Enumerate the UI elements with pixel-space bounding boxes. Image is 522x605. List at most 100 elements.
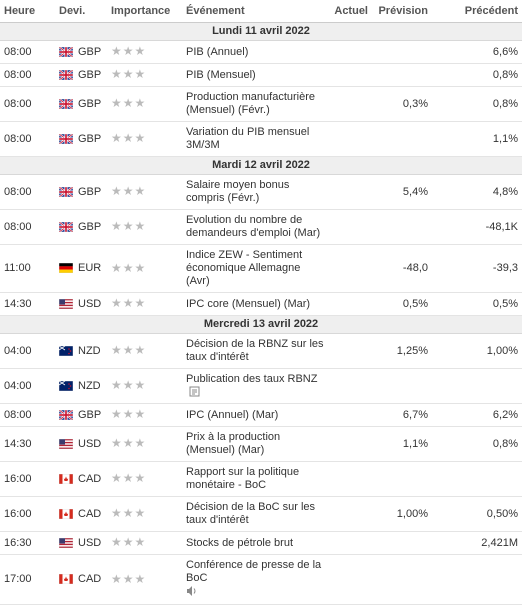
previous-cell: -39,3 [432,244,522,293]
currency-cell: GBP [55,403,107,427]
time-cell: 08:00 [0,209,55,245]
event-row: 08:00 GBP ★★★ Evolution du nombre de demand… [0,209,522,245]
forecast-cell: 5,4% [372,174,432,210]
time-cell: 08:00 [0,403,55,427]
importance-stars: ★★★ [111,407,147,421]
event-name: Publication des taux RBNZ [186,373,318,385]
actual-cell [330,531,372,555]
event-name: Salaire moyen bonus compris (Févr.) [186,179,290,204]
event-name: Indice ZEW - Sentiment économique Allema… [186,249,303,287]
actual-cell [330,292,372,316]
currency-cell: NZD [55,333,107,369]
event-row: 11:00 EUR ★★★ Indice ZEW - Sentiment économ… [0,244,522,293]
currency-code: CAD [78,507,102,520]
event-name: Production manufacturière (Mensuel) (Fév… [186,91,316,116]
header-row: Heure Devi. Importance Événement Actuel Prévi… [0,0,522,23]
event-row: 08:00 GBP ★★★ Production manufacturière (Me… [0,86,522,122]
event-name: Décision de la RBNZ sur les taux d'intér… [186,338,324,363]
event-row: 08:00 GBP ★★★ Salaire moyen bonus compris (… [0,174,522,210]
currency-cell: GBP [55,209,107,245]
importance-stars: ★★★ [111,67,147,81]
previous-cell: 0,8% [432,86,522,122]
event-cell: Prix à la production (Mensuel) (Mar) [182,426,330,462]
flag-icon [58,345,74,356]
event-cell: IPC core (Mensuel) (Mar) [182,292,330,316]
importance-stars: ★★★ [111,506,147,520]
previous-cell: 4,8% [432,174,522,210]
event-icon [187,586,196,596]
time-cell: 08:00 [0,121,55,157]
event-row: 08:00 GBP ★★★ Variation du PIB mensuel 3M/3… [0,121,522,157]
event-cell: Rapport sur la politique monétaire - BoC [182,461,330,497]
importance-stars: ★★★ [111,96,147,110]
currency-code: EUR [78,262,102,274]
currency-cell: NZD [55,368,107,404]
previous-cell: 0,50% [432,496,522,532]
event-row: 14:30 USD ★★★ IPC core (Mensuel) (Mar) 0,5% 0… [0,292,522,316]
previous-cell [432,368,522,404]
event-row: 08:00 GBP ★★★ PIB (Annuel) 6,6% [0,40,522,64]
event-row: 08:00 GBP ★★★ IPC (Annuel) (Mar) 6,7% 6,2% [0,403,522,427]
event-name: IPC core (Mensuel) (Mar) [186,297,311,310]
actual-cell [330,461,372,497]
currency-cell: CAD [55,554,107,605]
forecast-cell [372,63,432,87]
column-header: Devi. [55,0,107,23]
event-cell: PIB (Annuel) [182,40,330,64]
currency-cell: USD [55,426,107,462]
currency-code: NZD [78,379,101,392]
currency-cell: GBP [55,63,107,87]
flag-icon [58,298,74,309]
event-name: Conférence de presse de la BoC [186,559,322,584]
time-cell: 08:00 [0,63,55,87]
forecast-cell [372,40,432,64]
event-name: Prix à la production (Mensuel) (Mar) [186,431,281,456]
currency-code: CAD [78,472,102,485]
importance-stars: ★★★ [111,471,147,485]
currency-code: USD [78,536,102,549]
previous-cell: 2,421M [432,531,522,555]
importance-cell: ★★★ [107,554,182,605]
importance-stars: ★★★ [111,343,147,357]
event-row: 14:30 USD ★★★ Prix à la production (Mensuel… [0,426,522,462]
previous-cell: 1,00% [432,333,522,369]
date-label: Mardi 12 avril 2022 [0,156,522,175]
currency-code: GBP [78,97,102,110]
flag-icon [58,68,74,81]
currency-cell: EUR [55,244,107,293]
currency-cell: GBP [55,174,107,210]
actual-cell [330,63,372,87]
event-cell: Production manufacturière (Mensuel) (Fév… [182,86,330,122]
previous-cell: 0,8% [432,426,522,462]
importance-stars: ★★★ [111,296,147,310]
flag-icon [58,185,74,198]
importance-stars: ★★★ [111,44,147,58]
importance-stars: ★★★ [111,260,147,275]
importance-stars: ★★★ [111,131,147,145]
date-label: Lundi 11 avril 2022 [0,22,522,41]
flag-icon [58,45,74,58]
currency-cell: USD [55,292,107,316]
date-label: Mercredi 13 avril 2022 [0,315,522,334]
column-header: Actuel [330,0,372,23]
event-cell: Publication des taux RBNZ [182,368,330,404]
currency-cell: GBP [55,40,107,64]
actual-cell [330,333,372,369]
importance-stars: ★★★ [111,378,147,392]
event-cell: Décision de la BoC sur les taux d'intérê… [182,496,330,532]
column-header: Événement [182,0,330,23]
flag-icon [58,573,74,585]
flag-icon [58,438,74,449]
column-header: Précédent [432,0,522,23]
date-row: Mardi 12 avril 2022 [0,156,522,175]
previous-cell: 6,6% [432,40,522,64]
event-cell: Conférence de presse de la BoC [182,554,330,605]
flag-icon [58,380,74,391]
time-cell: 16:30 [0,531,55,555]
importance-cell: ★★★ [107,174,182,210]
event-cell: PIB (Mensuel) [182,63,330,87]
importance-stars: ★★★ [111,571,147,586]
actual-cell [330,209,372,245]
actual-cell [330,368,372,404]
